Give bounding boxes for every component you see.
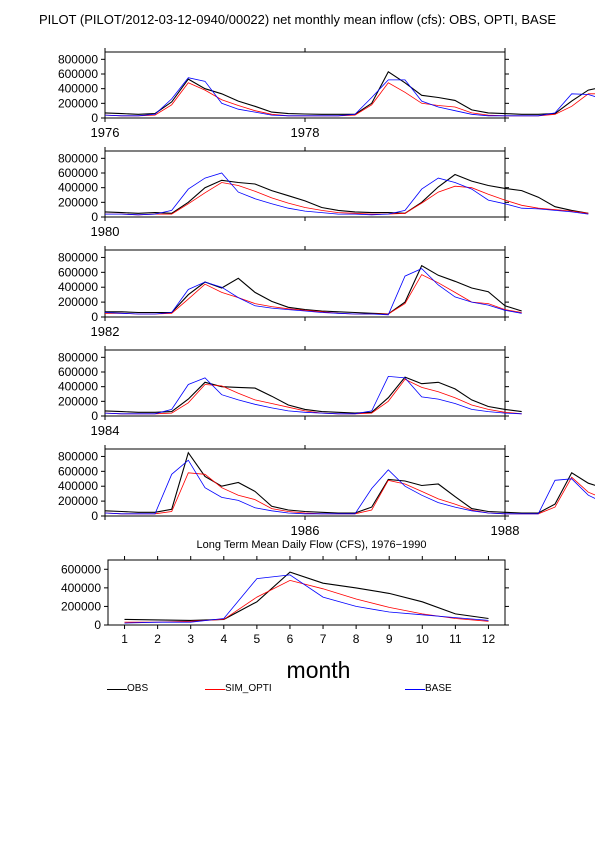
legend-swatch-obs [107,689,127,690]
panel-2-series-obs [104,173,589,214]
panel-2-ytick-label: 200000 [58,195,98,209]
panel-3-series-obs [105,264,522,315]
panel-6-xtick-label: 9 [386,632,393,646]
panel-2-series-sim-opti [105,182,589,216]
panel-3-ytick-label: 0 [91,310,98,324]
panel-6-xtick-label: 11 [449,632,462,646]
legend-label-obs: OBS [127,683,149,694]
panel-4-ytick-label: 600000 [58,365,98,379]
panel-1-ytick-label: 800000 [58,52,98,66]
panel-5-ytick-label: 200000 [58,494,98,508]
panel-6-xtick-label: 8 [353,632,360,646]
panel-6-xtick-label: 4 [220,632,227,646]
panel-1-series-sim-opti [104,82,595,117]
legend-label-base: BASE [425,683,452,694]
panel-4-year-label: 1984 [91,423,120,438]
panel-5-year-label: 1988 [491,523,520,538]
panel-3-ytick-label: 200000 [58,295,98,309]
panel-2-ytick-label: 800000 [58,151,98,165]
panel-5-ytick-label: 600000 [58,464,98,478]
panel-1-ytick-label: 0 [91,111,98,125]
panel-6-xtick-label: 10 [416,632,430,646]
panel-2-series-base [105,172,589,216]
panel-5-ytick-label: 800000 [58,449,98,463]
panel-3-series-sim-opti [105,274,522,315]
panel-6-title: Long Term Mean Daily Flow (CFS), 1976−19… [197,539,427,551]
chart-main-title: PILOT (PILOT/2012-03-12-0940/00022) net … [38,12,557,27]
panel-5-frame [104,448,506,517]
panel-4-series-obs [104,376,522,414]
panel-2-ytick-label: 600000 [58,166,98,180]
panel-2-year-label: 1980 [91,224,120,239]
panel-4-ytick-label: 200000 [58,394,98,408]
legend-label-sim-opti: SIM_OPTI [225,683,272,694]
panel-6-frame [107,559,506,626]
panel-6-xtick-label: 3 [187,632,194,646]
panel-6-series-base [124,574,489,624]
panel-4-series-sim-opti [104,378,522,415]
panel-5-series-base [104,459,595,515]
panel-4-ytick-label: 800000 [58,350,98,364]
panel-6-xtick-label: 7 [320,632,327,646]
panel-1-year-label: 1978 [291,125,320,140]
panel-4-frame [104,349,506,417]
panel-3-ytick-label: 600000 [58,265,98,279]
panel-3-ytick-label: 400000 [58,280,98,294]
panel-4-ytick-label: 0 [91,409,98,423]
panel-6-ytick-label: 400000 [61,581,101,595]
legend-swatch-base [405,689,425,690]
panel-2-ytick-label: 400000 [58,181,98,195]
panel-3-year-label: 1982 [91,324,120,339]
panel-6-xtick-label: 12 [482,632,496,646]
panel-1-ytick-label: 400000 [58,82,98,96]
panel-3-series-base [104,268,522,316]
panel-3-frame [104,249,506,318]
panel-5-series-sim-opti [104,472,595,515]
panel-6-series-obs [124,571,489,621]
panel-6-ytick-label: 600000 [61,562,101,576]
panel-6-series-sim-opti [124,579,489,623]
panel-4-series-base [104,375,522,415]
panel-6-ytick-label: 200000 [61,599,101,613]
panel-3-ytick-label: 800000 [58,250,98,264]
panel-5-ytick-label: 400000 [58,479,98,493]
panel-6-xlabel: month [287,657,351,683]
panel-6-xtick-label: 5 [254,632,261,646]
panel-6-xtick-label: 2 [154,632,161,646]
panel-1-year-label: 1976 [91,125,120,140]
panel-5-series-obs [104,451,595,514]
panel-1-ytick-label: 200000 [58,96,98,110]
panel-4-ytick-label: 400000 [58,380,98,394]
panel-2-ytick-label: 0 [91,210,98,224]
panel-6-ytick-label: 0 [94,618,101,632]
panel-1-series-base [104,77,595,117]
legend-swatch-sim-opti [205,689,225,690]
panel-6-xtick-label: 6 [287,632,294,646]
panel-5-ytick-label: 0 [91,509,98,523]
panel-5-year-label: 1986 [291,523,320,538]
panel-1-series-obs [104,71,595,115]
panel-6-xtick-label: 1 [121,632,128,646]
panel-1-ytick-label: 600000 [58,67,98,81]
